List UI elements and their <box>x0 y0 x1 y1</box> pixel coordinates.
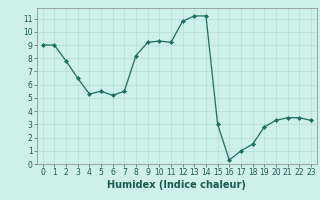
X-axis label: Humidex (Indice chaleur): Humidex (Indice chaleur) <box>108 180 246 190</box>
